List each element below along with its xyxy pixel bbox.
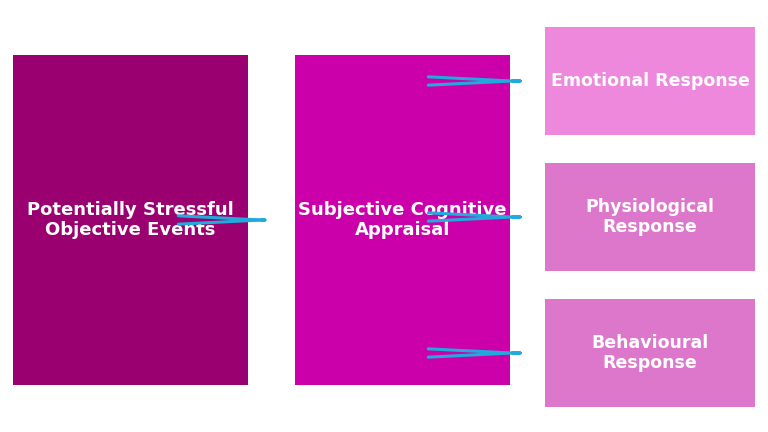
FancyBboxPatch shape	[545, 27, 755, 135]
Text: Physiological
Response: Physiological Response	[585, 197, 714, 236]
Text: Emotional Response: Emotional Response	[551, 72, 750, 90]
Text: Subjective Cognitive
Appraisal: Subjective Cognitive Appraisal	[298, 200, 507, 239]
FancyBboxPatch shape	[295, 55, 510, 385]
Text: Behavioural
Response: Behavioural Response	[591, 334, 709, 372]
Text: Potentially Stressful
Objective Events: Potentially Stressful Objective Events	[27, 200, 234, 239]
FancyBboxPatch shape	[545, 299, 755, 407]
FancyBboxPatch shape	[13, 55, 248, 385]
FancyBboxPatch shape	[545, 163, 755, 271]
